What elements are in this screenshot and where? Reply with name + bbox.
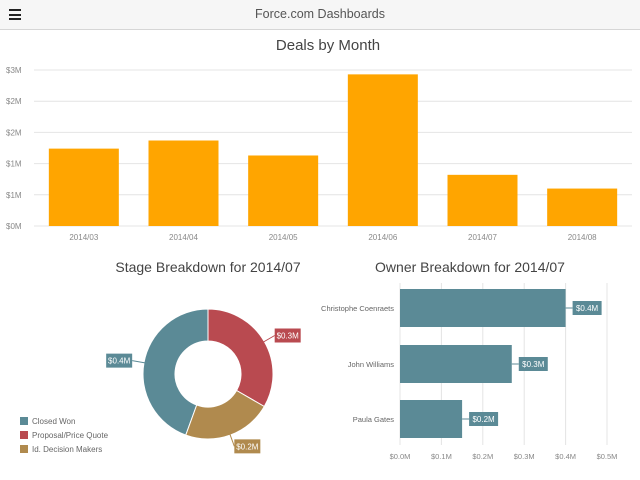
owner-name-label: Paula Gates bbox=[353, 415, 395, 424]
deals-chart-grid bbox=[34, 69, 632, 227]
x-tick-label: 2014/06 bbox=[368, 233, 397, 242]
deals-chart-title: Deals by Month bbox=[276, 37, 380, 54]
deal-bar bbox=[347, 74, 418, 226]
stage-donut-chart: $0.4M $0.3M $0.2M bbox=[106, 308, 301, 454]
stage-chart-legend: Closed Won Proposal/Price Quote Id. Decisi… bbox=[20, 417, 109, 454]
label-leader bbox=[228, 431, 235, 447]
owner-value-label: $0.3M bbox=[522, 360, 545, 369]
x-tick-label: $0.4M bbox=[555, 452, 576, 461]
y-tick-label: $0M bbox=[6, 222, 22, 231]
y-tick-label: $2M bbox=[6, 128, 22, 137]
x-tick-label: 2014/04 bbox=[169, 233, 198, 242]
owner-name-label: Christophe Coenraets bbox=[321, 304, 394, 313]
slice-value-label: $0.2M bbox=[236, 442, 259, 451]
deals-chart-y-labels: $0M $1M $1M $2M $2M $3M bbox=[6, 66, 22, 231]
top-bar: Force.com Dashboards bbox=[0, 0, 640, 30]
owner-value-label: $0.4M bbox=[576, 304, 599, 313]
label-leader bbox=[132, 360, 149, 364]
stage-chart-title: Stage Breakdown for 2014/07 bbox=[115, 259, 300, 275]
slice-value-label: $0.4M bbox=[108, 357, 131, 366]
hamburger-icon[interactable] bbox=[9, 9, 21, 20]
deal-bar bbox=[248, 155, 319, 226]
x-tick-label: $0.1M bbox=[431, 452, 452, 461]
value-label-box bbox=[572, 301, 602, 315]
y-tick-label: $3M bbox=[6, 66, 22, 75]
deal-bar bbox=[547, 188, 618, 226]
x-tick-label: $0.5M bbox=[597, 452, 618, 461]
x-tick-label: $0.0M bbox=[390, 452, 411, 461]
deals-chart-bars bbox=[48, 74, 618, 226]
x-tick-label: 2014/03 bbox=[69, 233, 98, 242]
legend-label: Id. Decision Makers bbox=[32, 445, 102, 454]
donut-slice bbox=[185, 389, 265, 440]
x-tick-label: $0.2M bbox=[472, 452, 493, 461]
legend-swatch bbox=[20, 431, 28, 439]
owner-bar bbox=[400, 345, 512, 383]
legend-swatch bbox=[20, 417, 28, 425]
deal-bar bbox=[447, 174, 518, 226]
deal-bar bbox=[148, 140, 219, 226]
value-label-box bbox=[518, 357, 548, 371]
slice-value-label: $0.3M bbox=[277, 332, 300, 341]
legend-swatch bbox=[20, 445, 28, 453]
owner-name-label: John Williams bbox=[348, 360, 395, 369]
deals-chart-x-labels: 2014/03 2014/04 2014/05 2014/06 2014/07 2014/… bbox=[69, 233, 597, 242]
x-tick-label: 2014/08 bbox=[568, 233, 597, 242]
x-tick-label: 2014/05 bbox=[269, 233, 298, 242]
owner-chart-bars: Christophe Coenraets $0.4M John Williams $0… bbox=[321, 289, 602, 438]
legend-label: Closed Won bbox=[32, 417, 75, 426]
donut-slice bbox=[207, 308, 274, 408]
owner-bar bbox=[400, 400, 463, 438]
value-label-box bbox=[469, 412, 499, 426]
legend-label: Proposal/Price Quote bbox=[32, 431, 109, 440]
label-leader bbox=[260, 335, 275, 344]
x-tick-label: $0.3M bbox=[514, 452, 535, 461]
x-tick-label: 2014/07 bbox=[468, 233, 497, 242]
owner-bar bbox=[400, 289, 566, 327]
owner-value-label: $0.2M bbox=[472, 415, 495, 424]
owner-chart-title: Owner Breakdown for 2014/07 bbox=[375, 259, 565, 275]
app-title: Force.com Dashboards bbox=[255, 7, 385, 21]
value-label-box bbox=[274, 328, 301, 343]
y-tick-label: $1M bbox=[6, 160, 22, 169]
value-label-box bbox=[106, 353, 133, 368]
donut-slice bbox=[142, 308, 209, 436]
value-label-box bbox=[234, 439, 261, 454]
deal-bar bbox=[48, 148, 119, 226]
y-tick-label: $1M bbox=[6, 191, 22, 200]
y-tick-label: $2M bbox=[6, 97, 22, 106]
